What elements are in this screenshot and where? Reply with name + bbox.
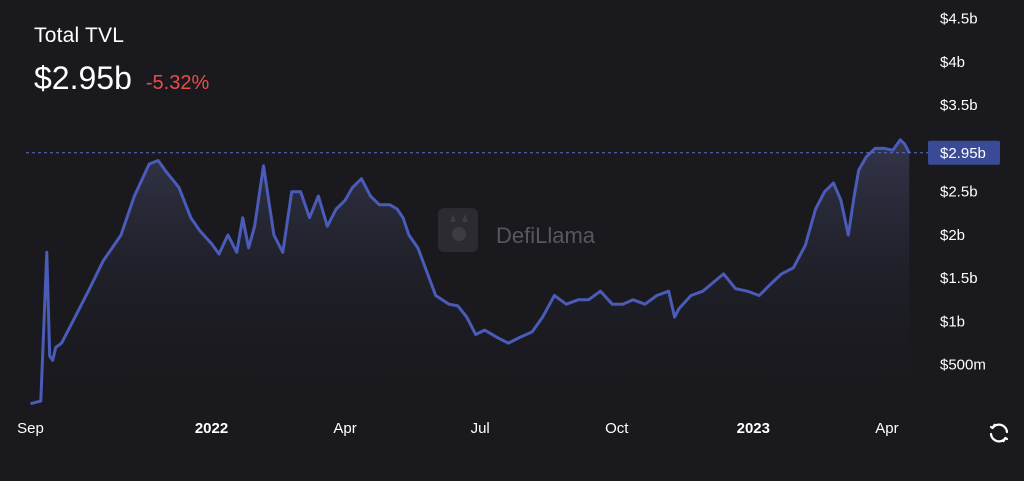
refresh-icon (989, 423, 1009, 443)
watermark: DefiLlama (438, 208, 596, 252)
x-tick-label: Apr (875, 420, 898, 437)
y-tick-label: $4b (940, 54, 965, 71)
y-tick-label: $2b (940, 227, 965, 244)
y-tick-label: $1.5b (940, 270, 978, 287)
chart-title: Total TVL (34, 24, 125, 47)
y-tick-label: $3.5b (940, 97, 978, 114)
current-tvl-value: $2.95b (34, 60, 132, 96)
tvl-area (30, 139, 910, 409)
current-value-label: $2.95b (940, 145, 986, 162)
x-tick-label: Sep (17, 420, 44, 437)
percent-change: -5.32% (145, 72, 210, 94)
chart-header: Total TVL $2.95b -5.32% (34, 24, 209, 97)
y-tick-label: $2.5b (940, 184, 978, 201)
tvl-line (30, 138, 911, 406)
watermark-text: DefiLlama (496, 223, 596, 248)
x-tick-label: Apr (333, 420, 356, 437)
x-tick-label: 2023 (737, 420, 770, 437)
x-tick-label: Jul (471, 420, 490, 437)
y-tick-label: $500m (940, 357, 986, 374)
value-row: $2.95b -5.32% (34, 60, 209, 97)
y-tick-label: $1b (940, 314, 965, 331)
refresh-button[interactable] (985, 419, 1013, 447)
y-tick-label: $4.5b (940, 11, 978, 28)
x-tick-label: 2022 (195, 420, 228, 437)
x-tick-label: Oct (605, 420, 629, 437)
current-value-badge: $2.95b (928, 140, 1000, 165)
